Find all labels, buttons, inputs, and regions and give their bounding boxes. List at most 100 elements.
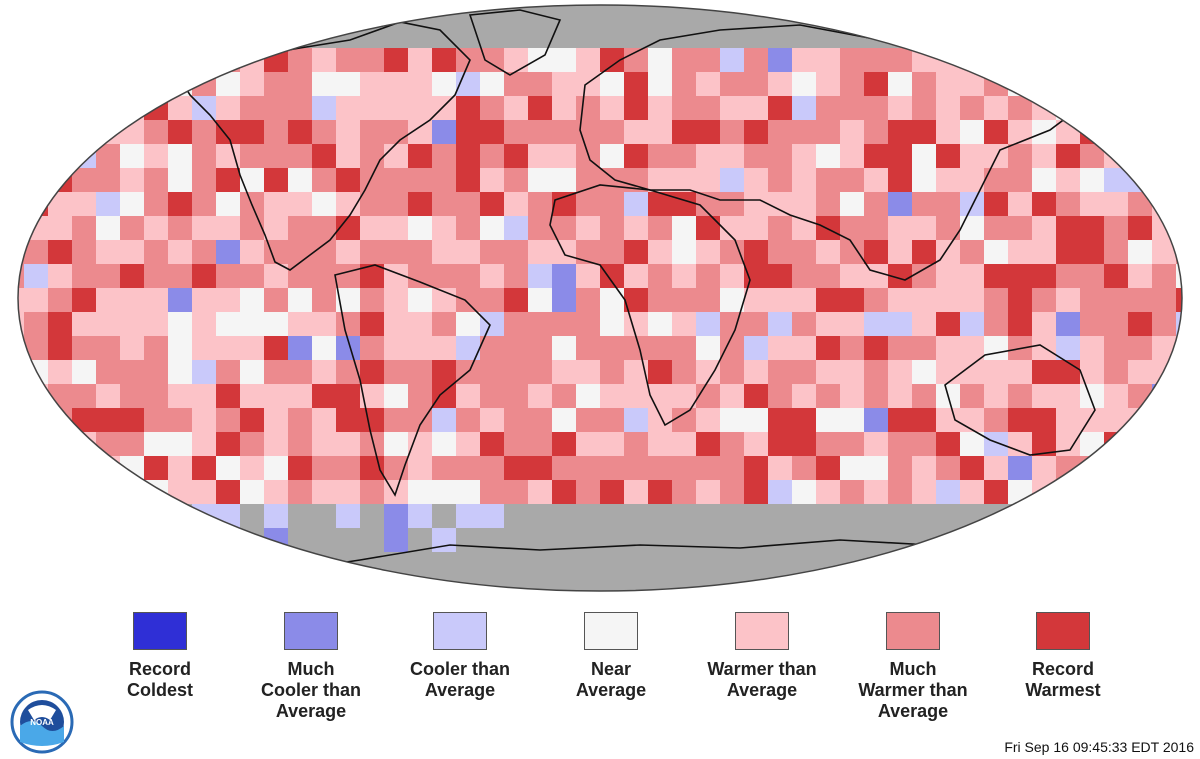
grid-cell <box>120 528 144 552</box>
grid-cell <box>864 432 888 456</box>
grid-cell <box>792 456 816 480</box>
grid-cell <box>768 216 792 240</box>
grid-cell <box>768 528 792 552</box>
grid-cell <box>1032 216 1056 240</box>
grid-cell <box>96 168 120 192</box>
grid-cell <box>1176 264 1182 288</box>
grid-cell <box>144 240 168 264</box>
grid-cell <box>816 384 840 408</box>
grid-cell <box>288 384 312 408</box>
grid-cell <box>96 360 120 384</box>
grid-cell <box>1128 552 1152 576</box>
grid-cell <box>936 552 960 576</box>
grid-cell <box>768 552 792 576</box>
grid-cell <box>648 264 672 288</box>
legend-swatch <box>584 612 638 650</box>
grid-cell <box>1032 48 1056 72</box>
grid-cell <box>1128 120 1152 144</box>
grid-cell <box>360 240 384 264</box>
grid-cell <box>1056 168 1080 192</box>
grid-cell <box>24 288 48 312</box>
grid-cell <box>840 432 864 456</box>
grid-cell <box>552 48 576 72</box>
grid-cell <box>1104 552 1128 576</box>
grid-cell <box>528 576 552 591</box>
grid-cell <box>288 312 312 336</box>
grid-cell <box>408 384 432 408</box>
grid-cell <box>720 48 744 72</box>
grid-cell <box>864 504 888 528</box>
grid-cell <box>696 384 720 408</box>
grid-cell <box>552 192 576 216</box>
grid-cell <box>744 408 768 432</box>
grid-cell <box>1032 528 1056 552</box>
grid-cell <box>816 96 840 120</box>
grid-cell <box>96 264 120 288</box>
grid-cell <box>720 264 744 288</box>
grid-cell <box>1152 480 1176 504</box>
grid-cell <box>984 96 1008 120</box>
grid-cell <box>48 144 72 168</box>
grid-cell <box>912 360 936 384</box>
grid-cell <box>672 528 696 552</box>
grid-cell <box>840 216 864 240</box>
grid-cell <box>168 576 192 591</box>
grid-cell <box>312 120 336 144</box>
grid-cell <box>1056 384 1080 408</box>
grid-cell <box>528 264 552 288</box>
grid-cell <box>1152 312 1176 336</box>
grid-cell <box>168 48 192 72</box>
grid-cell <box>384 432 408 456</box>
grid-cell <box>936 120 960 144</box>
grid-cell <box>1104 240 1128 264</box>
grid-cell <box>576 336 600 360</box>
grid-cell <box>648 504 672 528</box>
grid-cell <box>408 552 432 576</box>
legend-swatch <box>284 612 338 650</box>
grid-cell <box>864 480 888 504</box>
grid-cell <box>456 216 480 240</box>
grid-cell <box>312 456 336 480</box>
grid-cell <box>888 456 912 480</box>
grid-cell <box>456 504 480 528</box>
grid-cell <box>360 96 384 120</box>
grid-cell <box>1056 408 1080 432</box>
grid-cell <box>336 384 360 408</box>
grid-cell <box>600 576 624 591</box>
grid-cell <box>360 5 384 24</box>
grid-cell <box>1128 264 1152 288</box>
grid-cell <box>1032 504 1056 528</box>
grid-cell <box>768 504 792 528</box>
grid-cell <box>864 312 888 336</box>
grid-cell <box>1080 240 1104 264</box>
grid-cell <box>216 480 240 504</box>
grid-cell <box>1008 264 1032 288</box>
grid-cell <box>384 216 408 240</box>
grid-cell <box>720 384 744 408</box>
grid-cell <box>768 192 792 216</box>
grid-cell <box>816 432 840 456</box>
grid-cell <box>720 120 744 144</box>
grid-cell <box>480 72 504 96</box>
legend-item-much-warmer: Much Warmer than Average <box>828 612 998 722</box>
grid-cell <box>576 48 600 72</box>
grid-cell <box>528 168 552 192</box>
grid-cell <box>1080 72 1104 96</box>
grid-cell <box>792 192 816 216</box>
grid-cell <box>864 240 888 264</box>
grid-cell <box>816 48 840 72</box>
grid-cell <box>504 384 528 408</box>
grid-cell <box>216 384 240 408</box>
grid-cell <box>864 5 888 24</box>
grid-cell <box>1128 528 1152 552</box>
grid-cell <box>960 312 984 336</box>
grid-cell <box>168 120 192 144</box>
grid-cell <box>912 72 936 96</box>
grid-cell <box>624 408 648 432</box>
grid-cell <box>792 72 816 96</box>
grid-cell <box>1008 528 1032 552</box>
grid-cell <box>240 216 264 240</box>
grid-cell <box>960 456 984 480</box>
grid-cell <box>120 360 144 384</box>
grid-cell <box>120 72 144 96</box>
